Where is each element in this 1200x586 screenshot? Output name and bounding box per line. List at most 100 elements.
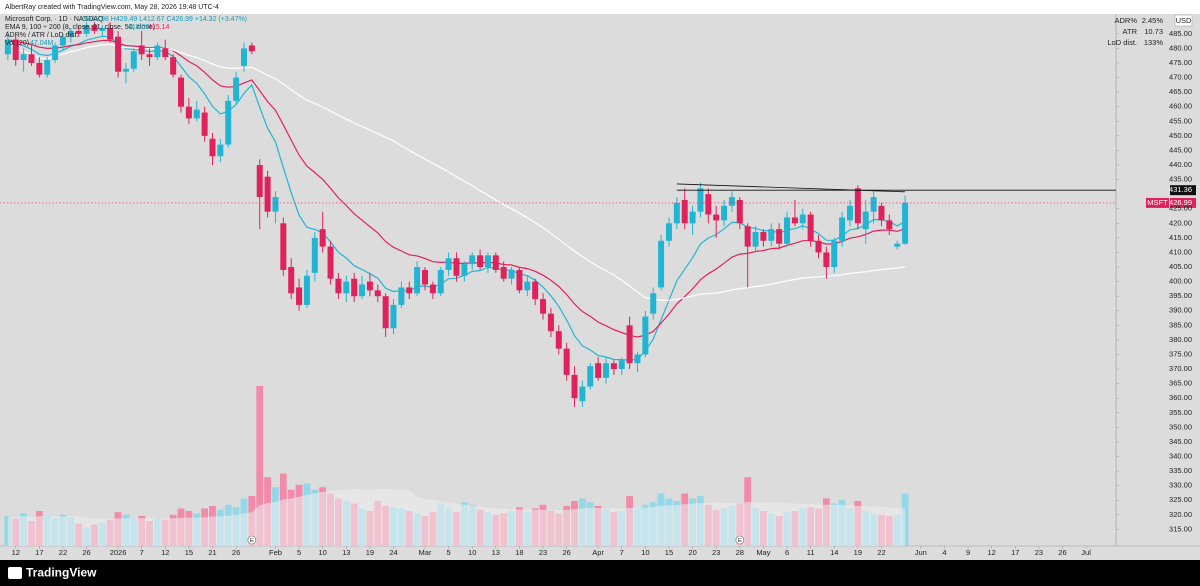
x-tick-label: 5 xyxy=(447,548,451,557)
x-tick-label: Jul xyxy=(1081,548,1091,557)
candle-body xyxy=(414,267,421,294)
symbol-label-box xyxy=(1146,197,1169,208)
candle-body xyxy=(760,232,767,241)
x-tick-label: 26 xyxy=(562,548,570,557)
event-label: E xyxy=(738,538,742,544)
candle-body xyxy=(815,240,822,253)
candle-body xyxy=(500,267,507,279)
candle-body xyxy=(768,229,775,241)
x-tick-label: 12 xyxy=(161,548,169,557)
level-label: 431.36 xyxy=(1169,185,1192,194)
candle-body xyxy=(193,109,200,119)
logo-icon xyxy=(8,567,22,579)
candle-body xyxy=(846,205,853,221)
candle-body xyxy=(461,264,468,276)
y-tick-label: 395.00 xyxy=(1169,291,1192,300)
candle-body xyxy=(256,165,263,198)
candle-body xyxy=(673,202,680,224)
candle-body xyxy=(563,348,570,375)
candle-body xyxy=(44,60,51,75)
candle-body xyxy=(272,197,279,212)
event-label: E xyxy=(250,538,254,544)
candle-body xyxy=(91,25,98,31)
candle-body xyxy=(264,176,271,212)
candle-body xyxy=(130,51,137,69)
x-tick-label: 12 xyxy=(987,548,995,557)
candle-body xyxy=(280,223,287,270)
candle-body xyxy=(665,223,672,241)
candle-body xyxy=(445,258,452,270)
stat-value: 2.45% xyxy=(1142,16,1164,25)
candle-body xyxy=(178,77,185,107)
candle-body xyxy=(146,54,153,58)
candle-body xyxy=(618,360,625,370)
candle-body xyxy=(477,255,484,268)
y-tick-label: 345.00 xyxy=(1169,437,1192,446)
candle-body xyxy=(288,267,295,294)
candle-body xyxy=(366,281,373,291)
candle-body xyxy=(791,217,798,224)
x-tick-label: 26 xyxy=(232,548,240,557)
candle-body xyxy=(59,36,66,46)
candle-body xyxy=(870,197,877,212)
candle-body xyxy=(107,27,114,40)
x-tick-label: 12 xyxy=(12,548,20,557)
x-tick-label: 9 xyxy=(966,548,970,557)
y-tick-label: 475.00 xyxy=(1169,58,1192,67)
legend-ohlc: O412.98 H429.49 L412.67 C426.99 +14.32 (… xyxy=(82,16,247,23)
y-tick-label: 340.00 xyxy=(1169,451,1192,460)
x-tick-label: 14 xyxy=(830,548,838,557)
candle-body xyxy=(453,258,460,276)
y-tick-label: 470.00 xyxy=(1169,73,1192,82)
y-tick-label: 405.00 xyxy=(1169,262,1192,271)
x-tick-label: 19 xyxy=(366,548,374,557)
candle-body xyxy=(217,144,224,157)
y-tick-label: 375.00 xyxy=(1169,349,1192,358)
candle-body xyxy=(697,188,704,212)
legend: Microsoft Corp. · 1D · NASDAQ O412.98 H4… xyxy=(5,16,247,47)
y-tick-label: 435.00 xyxy=(1169,175,1192,184)
x-tick-label: 26 xyxy=(82,548,90,557)
candle-body xyxy=(831,240,838,268)
x-tick-label: 4 xyxy=(942,548,946,557)
x-tick-label: 10 xyxy=(641,548,649,557)
x-tick-label: 20 xyxy=(688,548,696,557)
candle-body xyxy=(170,57,177,75)
y-tick-label: 355.00 xyxy=(1169,408,1192,417)
candle-body xyxy=(595,363,602,378)
currency-box xyxy=(1174,14,1193,27)
candle-body xyxy=(296,287,303,305)
last-price-label: 426.99 xyxy=(1169,198,1192,207)
candle-body xyxy=(854,188,861,224)
candle-body xyxy=(327,246,334,279)
candle-body xyxy=(642,316,649,355)
candle-body xyxy=(540,299,547,314)
y-tick-label: 425.00 xyxy=(1169,204,1192,213)
x-tick-label: 28 xyxy=(736,548,744,557)
legend-ema-value: 418.00 xyxy=(128,24,150,31)
y-tick-label: 460.00 xyxy=(1169,102,1192,111)
y-tick-label: 455.00 xyxy=(1169,116,1192,125)
candle-body xyxy=(469,255,476,265)
legend-adr: ADR% / ATR / LoD dist. xyxy=(5,32,78,39)
y-tick-label: 390.00 xyxy=(1169,306,1192,315)
x-tick-label: 2026 xyxy=(110,548,127,557)
y-tick-label: 450.00 xyxy=(1169,131,1192,140)
y-tick-label: 440.00 xyxy=(1169,160,1192,169)
candle-body xyxy=(240,48,247,66)
candle-body xyxy=(894,243,901,247)
candle-body xyxy=(122,68,129,72)
candle-body xyxy=(343,281,350,294)
candle-body xyxy=(484,255,491,268)
plot-background xyxy=(0,14,1200,560)
x-tick-label: 15 xyxy=(185,548,193,557)
x-tick-label: 17 xyxy=(35,548,43,557)
candle-body xyxy=(807,214,814,241)
candle-body xyxy=(610,363,617,370)
candle-body xyxy=(799,214,806,224)
currency: USD xyxy=(1176,16,1192,25)
candle-body xyxy=(492,255,499,270)
x-tick-label: 18 xyxy=(515,548,523,557)
